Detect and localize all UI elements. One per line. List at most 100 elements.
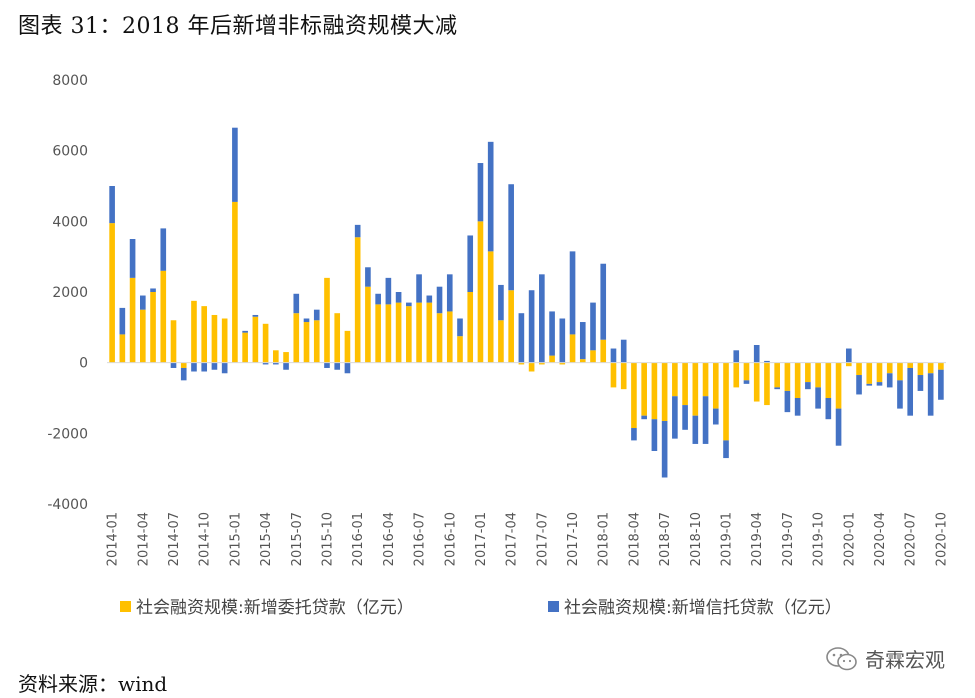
bar-trust: [283, 362, 289, 370]
bar-entrust: [426, 302, 433, 363]
bar-entrust: [436, 313, 443, 363]
bar-entrust: [886, 362, 893, 374]
bar-trust: [938, 369, 944, 400]
bar-trust: [927, 373, 934, 416]
bar-trust: [845, 348, 852, 363]
bar-entrust: [682, 362, 688, 406]
bar-trust: [426, 295, 433, 303]
x-tick-label: 2014-10: [198, 512, 213, 566]
bar-entrust: [273, 350, 279, 363]
x-tick-label: 2017-07: [535, 512, 550, 566]
bar-trust: [815, 387, 821, 409]
bar-entrust: [498, 320, 504, 363]
x-tick-label: 2019-10: [812, 512, 827, 566]
x-tick-label: 2018-10: [689, 512, 704, 566]
bar-trust: [221, 362, 228, 374]
bar-trust: [467, 235, 474, 292]
bar-trust: [150, 288, 156, 292]
bar-entrust: [692, 362, 699, 416]
bar-entrust: [907, 362, 914, 368]
x-tick-label: 2016-10: [443, 512, 458, 566]
x-tick-label: 2017-10: [566, 512, 581, 566]
bar-trust: [385, 277, 392, 305]
bar-entrust: [631, 362, 637, 429]
bar-entrust: [559, 362, 566, 365]
bar-entrust: [293, 313, 300, 363]
x-tick-label: 2014-07: [167, 512, 182, 566]
bar-trust: [242, 330, 248, 333]
bar-trust: [682, 405, 688, 430]
bar-trust: [866, 383, 873, 386]
bar-entrust: [232, 201, 238, 363]
bar-trust: [712, 408, 719, 425]
bar-entrust: [917, 362, 924, 376]
bar-trust: [487, 141, 494, 252]
legend: 社会融资规模:新增委托贷款（亿元） 社会融资规模:新增信托贷款（亿元）: [120, 598, 842, 618]
bar-entrust: [805, 362, 811, 383]
brand-name: 奇霖宏观: [865, 648, 945, 672]
bar-entrust: [344, 330, 351, 363]
bar-entrust: [539, 362, 545, 365]
bar-trust: [262, 362, 269, 365]
x-tick-label: 2017-01: [474, 512, 489, 566]
bar-trust: [753, 345, 760, 363]
y-tick-label: 0: [79, 356, 88, 372]
x-tick-label: 2017-04: [505, 512, 520, 566]
bar-entrust: [406, 306, 412, 363]
y-tick-label: -2000: [47, 426, 88, 442]
bar-entrust: [753, 362, 760, 402]
bar-entrust: [191, 300, 197, 363]
bar-trust: [293, 293, 300, 314]
bar-trust: [365, 267, 371, 287]
bar-trust: [774, 387, 780, 390]
bar-entrust: [876, 362, 883, 383]
bar-entrust: [395, 302, 402, 363]
bar-trust: [129, 239, 136, 278]
bar-entrust: [610, 362, 617, 388]
bar-trust: [886, 373, 893, 388]
bar-trust: [651, 419, 658, 451]
bar-entrust: [927, 362, 934, 374]
bar-trust: [457, 318, 463, 337]
bar-entrust: [938, 362, 944, 370]
bar-entrust: [825, 362, 832, 398]
bar-entrust: [794, 362, 801, 398]
bar-entrust: [600, 339, 607, 363]
bar-trust: [549, 311, 555, 356]
bar-entrust: [201, 306, 208, 363]
legend-label-entrust: 社会融资规模:新增委托贷款（亿元）: [136, 598, 414, 618]
bar-trust: [825, 398, 832, 420]
bar-entrust: [897, 362, 903, 381]
bar-entrust: [835, 362, 842, 409]
bar-entrust: [313, 320, 320, 363]
bar-entrust: [733, 362, 740, 388]
bar-entrust: [324, 277, 330, 363]
bar-trust: [692, 415, 699, 444]
bar-entrust: [764, 362, 770, 406]
y-tick-label: 6000: [52, 144, 88, 160]
bar-trust: [354, 224, 361, 238]
bars: [109, 127, 944, 478]
x-tick-label: 2020-10: [934, 512, 949, 566]
bar-entrust: [784, 362, 791, 391]
y-tick-label: 2000: [52, 285, 88, 301]
bar-entrust: [702, 362, 709, 397]
bar-trust: [784, 390, 791, 413]
bar-trust: [805, 382, 811, 390]
bar-trust: [569, 251, 576, 335]
bar-entrust: [242, 332, 248, 363]
x-tick-label: 2018-01: [597, 512, 612, 566]
bar-trust: [180, 367, 187, 381]
bar-trust: [723, 440, 729, 459]
bar-trust: [518, 313, 525, 363]
bar-trust: [436, 286, 443, 314]
bar-entrust: [651, 362, 658, 420]
bar-entrust: [303, 322, 310, 363]
bar-entrust: [354, 237, 361, 363]
bar-trust: [590, 302, 596, 351]
y-tick-label: -4000: [47, 497, 88, 513]
bar-trust: [119, 307, 126, 335]
bar-entrust: [620, 362, 627, 390]
bar-entrust: [579, 359, 586, 363]
x-tick-label: 2019-07: [781, 512, 796, 566]
